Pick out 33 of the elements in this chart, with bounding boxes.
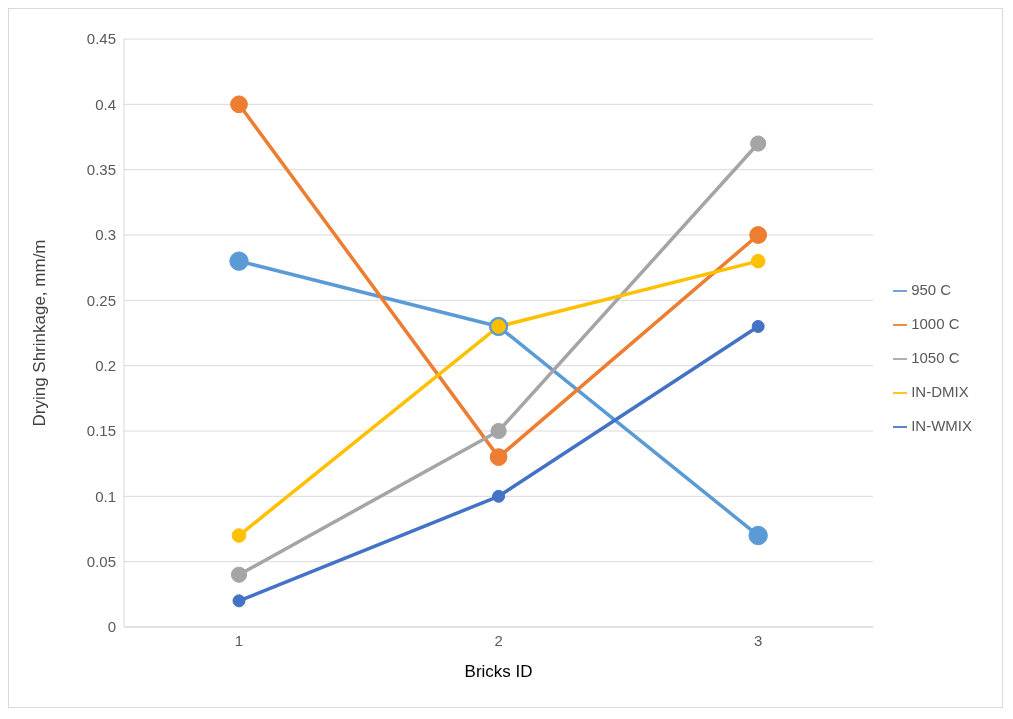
y-tick-label: 0.35: [86, 160, 116, 178]
point: [230, 95, 248, 114]
point: [749, 226, 768, 244]
legend-label: 1050 C: [911, 349, 960, 366]
point: [490, 422, 507, 440]
x-tick-label: 1: [234, 631, 244, 649]
legend-label: 1000 C: [911, 315, 960, 332]
y-tick-label: 0.05: [86, 552, 116, 570]
point: [229, 251, 249, 271]
y-tick-label: 0.4: [95, 95, 116, 113]
legend-label: IN-DMIX: [911, 383, 969, 400]
y-tick-label: 0.15: [86, 422, 116, 440]
x-tick-label: 3: [754, 631, 763, 649]
point: [751, 319, 765, 333]
y-tick-label: 0: [107, 618, 116, 636]
point: [232, 594, 246, 608]
x-tick-label: 2: [494, 631, 503, 649]
point: [489, 448, 508, 467]
y-tick-label: 0.2: [95, 356, 116, 374]
legend-label: 950 C: [911, 281, 952, 298]
y-axis-title: Drying Shrinkage, mm/m: [30, 239, 50, 427]
y-tick-label: 0.3: [95, 226, 116, 244]
point: [230, 566, 248, 583]
x-axis-title: Bricks ID: [464, 662, 533, 681]
y-tick-label: 0.1: [95, 487, 116, 505]
point: [492, 489, 506, 503]
point: [231, 528, 247, 543]
point: [750, 135, 767, 152]
point: [748, 525, 768, 546]
point: [750, 253, 766, 269]
y-tick-label: 0.25: [86, 291, 116, 309]
y-tick-label: 0.45: [86, 30, 116, 48]
legend-label: IN-WMIX: [911, 417, 972, 434]
